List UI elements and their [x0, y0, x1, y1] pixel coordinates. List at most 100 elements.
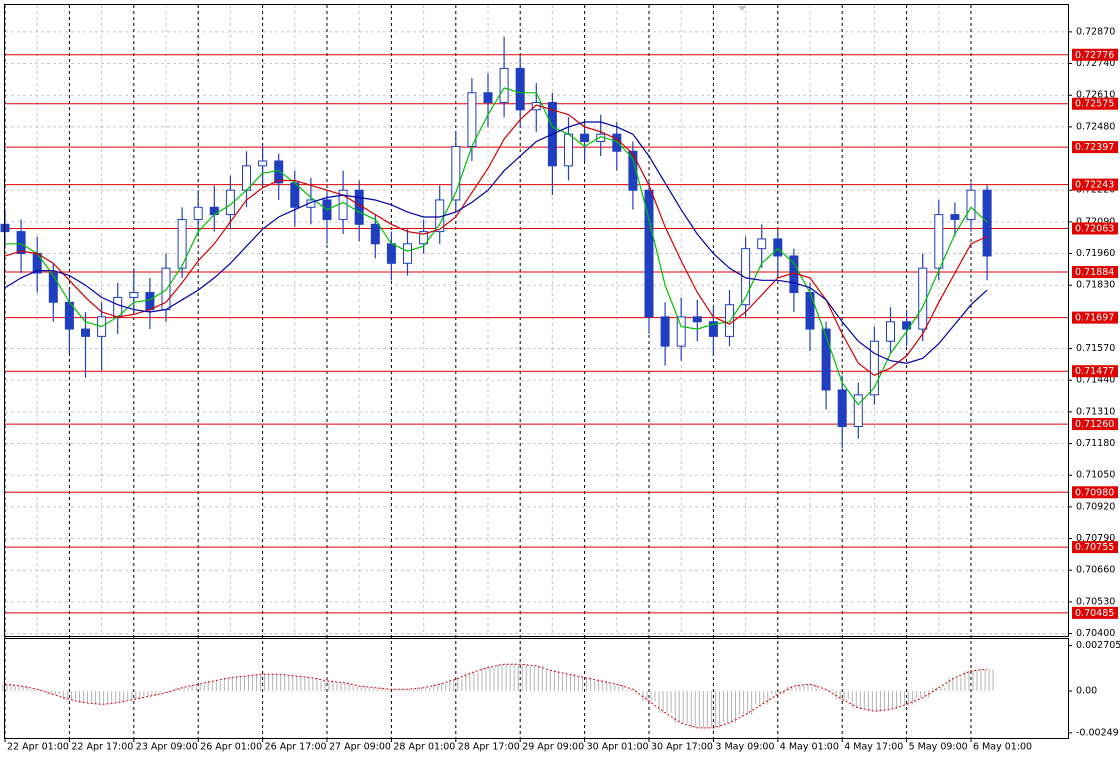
x-tick-label: 27 Apr 09:00 [329, 742, 391, 753]
level-tag [1072, 222, 1118, 235]
y-tick-label: 0.70920 [1076, 501, 1115, 512]
y-tick-label: 0.72740 [1076, 58, 1115, 69]
level-label: 0.70485 [1075, 608, 1114, 619]
level-tag [1072, 418, 1118, 431]
candle-body [837, 389, 847, 428]
candle-body [982, 189, 992, 257]
y-tick-label: 0.72870 [1076, 26, 1115, 37]
level-tag [1072, 486, 1118, 499]
x-tick-label: 4 May 01:00 [780, 742, 839, 753]
x-tick-label: 22 Apr 17:00 [71, 742, 133, 753]
candle-body [869, 340, 879, 396]
y-tick-label: 0.71310 [1076, 406, 1115, 417]
candle-body [708, 321, 718, 337]
candle-body [419, 231, 429, 245]
candle-body [274, 160, 284, 184]
candle-body [515, 67, 525, 111]
candle-body [16, 231, 26, 255]
candle-body [853, 394, 863, 428]
y-tick-label: 0.71830 [1076, 280, 1115, 291]
level-label: 0.72397 [1075, 142, 1114, 153]
y-tick-label: 0.71180 [1076, 438, 1115, 449]
candle-body [483, 92, 493, 104]
level-tag [1072, 266, 1118, 279]
osc-y-tick-label: -0.002491 [1076, 727, 1120, 738]
level-tag [1072, 606, 1118, 619]
y-tick-label: 0.71960 [1076, 248, 1115, 259]
level-tag [1072, 311, 1118, 324]
moving-average [5, 87, 988, 406]
y-tick-label: 0.70530 [1076, 596, 1115, 607]
y-tick-label: 0.72090 [1076, 216, 1115, 227]
candle-body [757, 238, 767, 250]
level-tag [1072, 141, 1118, 154]
shift-marker [738, 6, 746, 11]
level-tag [1072, 365, 1118, 378]
candle-body [886, 321, 895, 342]
x-tick-label: 29 Apr 09:00 [522, 742, 584, 753]
level-label: 0.71697 [1075, 313, 1114, 324]
candle-body [628, 150, 638, 191]
x-tick-label: 28 Apr 17:00 [458, 742, 520, 753]
candle-body [370, 223, 380, 245]
candle-body [129, 292, 139, 298]
y-tick-label: 0.72480 [1076, 121, 1115, 132]
level-label: 0.71477 [1075, 366, 1114, 377]
x-tick-label: 30 Apr 17:00 [651, 742, 713, 753]
y-tick-label: 0.72610 [1076, 90, 1115, 101]
x-tick-label: 23 Apr 09:00 [136, 742, 198, 753]
candle-body [177, 218, 187, 269]
candle-body [773, 238, 783, 257]
x-tick-label: 6 May 01:00 [973, 742, 1032, 753]
level-label: 0.72776 [1075, 50, 1114, 61]
candle-body [81, 328, 90, 337]
candle-body [918, 267, 928, 330]
moving-average [4, 104, 988, 376]
level-label: 0.72063 [1075, 223, 1114, 234]
candle-body [676, 316, 686, 347]
candle-body [805, 292, 815, 330]
x-tick-label: 3 May 09:00 [715, 742, 774, 753]
level-label: 0.70980 [1075, 487, 1114, 498]
candle-body [692, 316, 702, 323]
level-label: 0.71884 [1075, 267, 1114, 278]
x-tick-label: 22 Apr 01:00 [7, 742, 69, 753]
x-tick-label: 26 Apr 17:00 [265, 742, 327, 753]
candle-body [354, 189, 364, 225]
y-tick-label: 0.70400 [1076, 628, 1115, 639]
candle-body [725, 304, 734, 337]
osc-y-tick-label: 0.002705 [1076, 640, 1120, 651]
candle-body [741, 248, 751, 306]
candle-body [966, 189, 976, 220]
candle-body [821, 328, 831, 391]
x-tick-label: 30 Apr 01:00 [587, 742, 649, 753]
candle-body [258, 160, 268, 167]
candle-body [934, 214, 944, 269]
x-tick-label: 5 May 09:00 [909, 742, 968, 753]
candle-body [644, 189, 654, 318]
level-label: 0.70755 [1075, 542, 1114, 553]
level-tag [1072, 178, 1118, 191]
moving-average [4, 121, 988, 364]
y-tick-label: 0.70790 [1076, 533, 1115, 544]
level-label: 0.72575 [1075, 99, 1114, 110]
x-tick-label: 28 Apr 01:00 [393, 742, 455, 753]
candle-body [580, 133, 590, 142]
candle-body [660, 316, 670, 347]
x-tick-label: 26 Apr 01:00 [200, 742, 262, 753]
candle-body [386, 243, 396, 264]
candle-body [499, 67, 509, 104]
candle-body [48, 272, 58, 303]
candle-body [145, 292, 155, 311]
level-tag [1072, 541, 1118, 554]
main-frame [4, 4, 1069, 637]
level-tag [1072, 48, 1118, 61]
y-tick-label: 0.71050 [1076, 470, 1115, 481]
osc-signal [4, 663, 988, 729]
candle-body [612, 133, 622, 152]
candle-body [467, 92, 477, 147]
candle-body [950, 214, 960, 220]
